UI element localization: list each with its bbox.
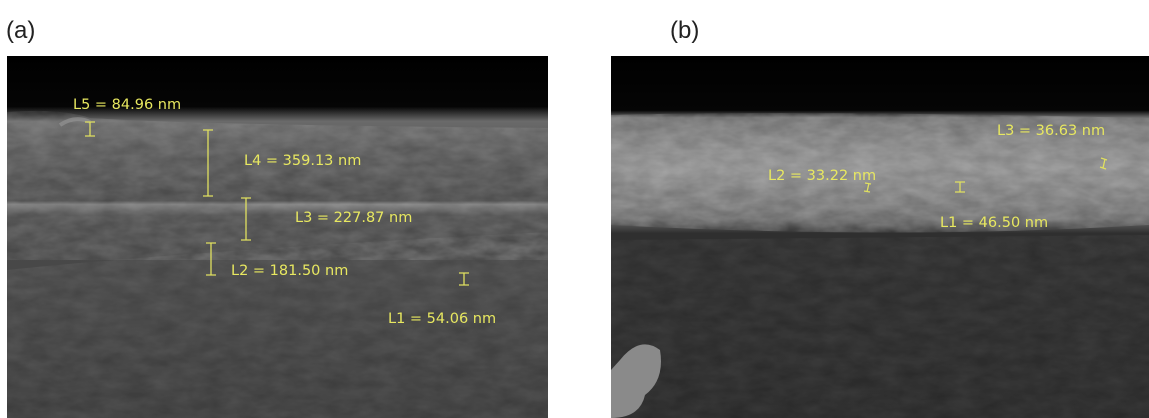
measurement-label: L5 = 84.96 nm: [73, 97, 181, 113]
panel-label: (a): [6, 17, 35, 44]
measurement-label: L1 = 54.06 nm: [388, 311, 496, 327]
measurement-label: L4 = 359.13 nm: [244, 153, 361, 169]
panel-label: (b): [670, 17, 699, 44]
sem-image-b: [611, 56, 1149, 418]
figure: (a) (b) L5 = 84.96 nm L4 = 359.13 nm L3 …: [0, 0, 1149, 418]
measurement-label: L1 = 46.50 nm: [940, 215, 1048, 231]
measurement-label: L2 = 181.50 nm: [231, 263, 348, 279]
measurement-label: L2 = 33.22 nm: [768, 168, 876, 184]
measurement-label: L3 = 227.87 nm: [295, 210, 412, 226]
measurement-label: L3 = 36.63 nm: [997, 123, 1105, 139]
